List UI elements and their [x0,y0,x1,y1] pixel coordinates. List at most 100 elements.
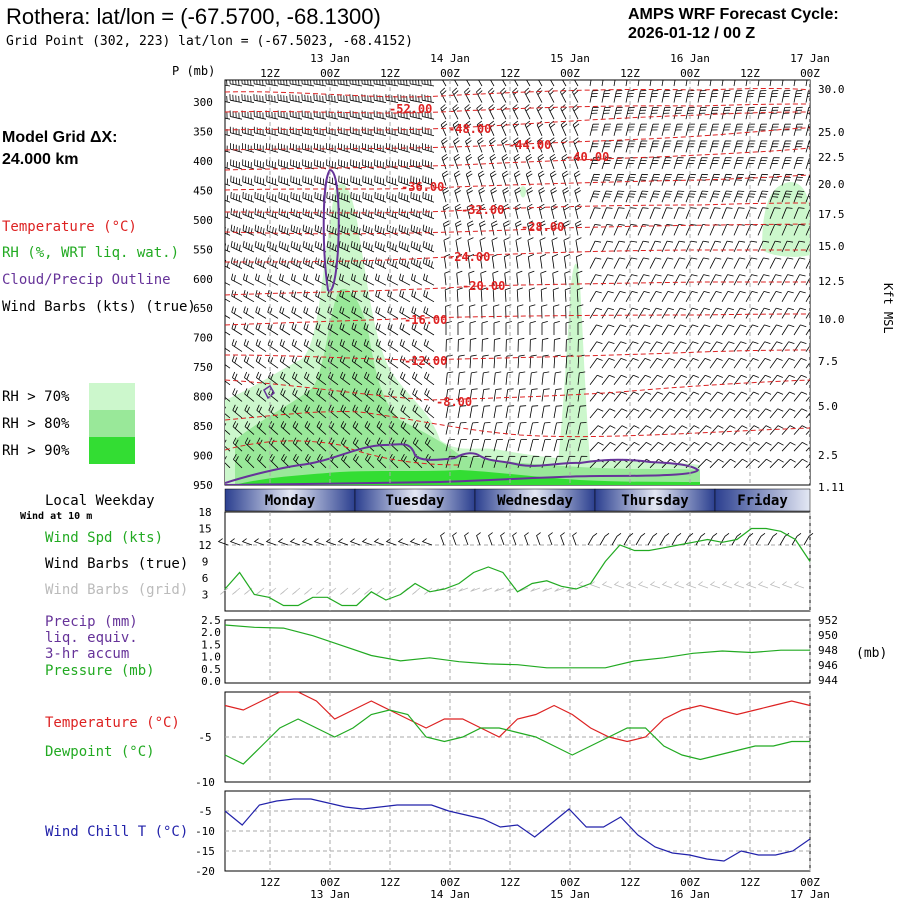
wind-barb [589,173,600,186]
wind-barb [410,224,423,236]
wind-barb [709,358,723,369]
wind-barb [731,532,742,546]
wind-barb [362,191,375,203]
wind-barb [779,532,790,546]
wind-barb [697,391,712,402]
wind-barb [315,339,327,352]
wind-barb [493,321,500,335]
wind-barb [225,423,231,435]
wind-barb [564,270,571,286]
wind-barb [625,257,638,269]
wind-barb [375,355,387,369]
wind-barb [225,331,231,336]
wind-barb [793,157,804,170]
wind-barbs-grid-label: Wind Barbs (grid) [45,582,188,598]
wind-barb [423,322,435,336]
wind-barb [539,220,546,236]
wind-barb [661,240,674,253]
wind-barb [673,140,684,153]
wind-barb [400,371,411,386]
wind-barb [412,388,423,402]
wind-barb [524,87,531,103]
wind-barb [649,442,664,452]
wind-barb [721,274,734,286]
wind-barb [493,354,501,369]
wind-barb [566,587,577,592]
wind-barb [363,306,375,319]
wind-barb [525,137,532,153]
wind-barb [480,287,487,302]
wind-barb [637,190,649,203]
wind-barb [328,437,339,452]
wind-barb [685,80,694,87]
wind-barb [793,257,806,269]
wind-barb [265,94,279,103]
wind-barb [538,203,546,219]
time-tick-label: 12Z [620,67,640,80]
wind-barb [661,207,673,219]
wind-barb [338,143,351,153]
wind-barb [304,388,315,402]
legend-rh90-swatch [89,437,135,464]
wind-barb [625,341,639,352]
wind-barb [745,291,758,302]
wind-barb [315,289,327,303]
wind-barb [225,314,231,319]
wind-barb [338,159,351,170]
wind-barb [397,110,411,120]
wind-barb [601,80,610,87]
wind-barb [364,404,375,419]
wind-barb [637,341,651,352]
wind-barb [277,538,289,546]
wind-barb [386,208,399,220]
wind-barb [757,173,768,186]
wind-barb [339,355,351,369]
wind-barb [601,358,615,369]
wind-barb [601,106,611,120]
wind-barb [781,324,795,336]
wind-barb [422,257,435,269]
wind-tick-label: 12 [198,539,211,552]
wind-barb [697,207,709,219]
wind-barb [601,157,612,170]
wind-barb [601,173,612,186]
wind-barb [290,257,303,269]
wind-barb [481,422,491,435]
wind-barb [265,538,277,546]
wind-barb [375,322,387,336]
wind-barb [314,175,327,186]
pressure-panel-axes: 2.52.01.51.00.50.0 952 950 948 946 944 [201,614,838,688]
wind-barb [399,306,411,319]
wind-barb [244,421,255,435]
wind-barb [340,388,351,402]
wind-barb [803,532,814,546]
wind-barb [457,405,467,419]
wind-barb [637,80,646,87]
wind-barb [479,237,486,253]
wind-barb [231,306,243,319]
height-tick-label: 17.5 [818,208,845,221]
wind-barb [278,143,291,153]
wind-barb [613,106,623,120]
wind-barb [231,273,243,286]
wind-barb [721,291,734,302]
wind-barb [805,90,810,103]
wind-barb [781,80,790,87]
wind-barb [422,143,435,153]
wind-barb [707,532,718,546]
wind-barb [757,257,770,269]
wind-barb [452,87,459,103]
wind-barb [574,203,582,219]
time-tick-label: 00Z [680,876,700,889]
wind-barb [441,153,449,170]
wind-barb [351,306,363,319]
wind-barb [805,259,810,269]
wind-barb [601,324,615,336]
wind-barb [577,321,584,335]
wind-barb [793,408,808,419]
wind-barb [673,307,687,319]
wind-barb [482,587,493,592]
wind-barb [757,458,772,469]
wind-barb [697,90,707,103]
wind-barb [757,341,771,352]
